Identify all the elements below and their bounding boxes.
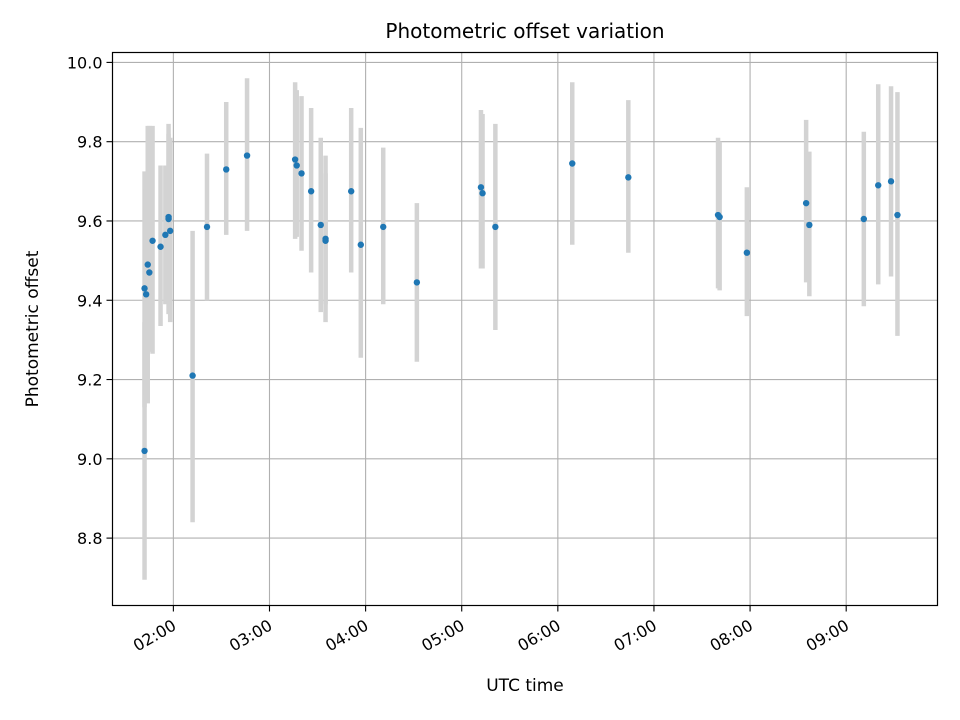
data-point <box>413 279 421 286</box>
data-point <box>802 199 810 207</box>
data-point <box>492 223 499 231</box>
data-point <box>293 162 300 169</box>
data-point <box>146 269 153 276</box>
data-point <box>166 227 174 235</box>
data-point <box>569 160 576 167</box>
data-point <box>477 184 485 191</box>
data-point <box>307 188 315 195</box>
x-axis-label: UTC time <box>486 676 564 696</box>
y-tick-label: 9.6 <box>77 212 102 231</box>
chart-title: Photometric offset variation <box>385 19 664 43</box>
data-point <box>806 221 813 229</box>
data-point <box>162 231 169 239</box>
y-tick-label: 9.0 <box>77 450 102 469</box>
y-tick-label: 9.8 <box>77 133 102 152</box>
data-point <box>322 237 329 244</box>
data-point <box>149 237 156 244</box>
y-tick-label: 10.0 <box>67 53 103 72</box>
data-point <box>887 178 895 185</box>
data-point <box>357 241 365 248</box>
data-point <box>223 166 230 173</box>
data-point <box>141 447 148 455</box>
data-point <box>141 285 148 292</box>
data-point <box>716 213 723 221</box>
data-point <box>144 261 151 268</box>
data-point <box>347 188 355 195</box>
data-point <box>298 170 305 177</box>
data-point <box>894 211 901 219</box>
plot-frame <box>111 51 939 607</box>
data-point <box>142 291 150 298</box>
y-axis-ticks: 8.8 9.0 9.2 9.4 9.6 9.8 10.0 <box>67 53 113 548</box>
data-point <box>203 223 211 231</box>
data-point <box>243 152 251 159</box>
data-point <box>165 213 172 221</box>
data-point <box>380 223 387 231</box>
data-point <box>625 174 632 181</box>
y-tick-label: 9.4 <box>77 291 102 310</box>
y-axis-label: Photometric offset <box>23 250 43 407</box>
data-point <box>860 215 868 223</box>
data-point <box>189 372 196 379</box>
data-point <box>479 190 486 197</box>
y-tick-label: 8.8 <box>77 529 102 548</box>
grid <box>112 52 938 606</box>
data-point <box>291 156 299 163</box>
data-point <box>743 249 751 256</box>
y-tick-label: 9.2 <box>77 371 102 390</box>
data-point <box>317 221 324 229</box>
data-point <box>875 182 882 189</box>
data-points <box>141 152 901 455</box>
data-point <box>157 243 164 250</box>
